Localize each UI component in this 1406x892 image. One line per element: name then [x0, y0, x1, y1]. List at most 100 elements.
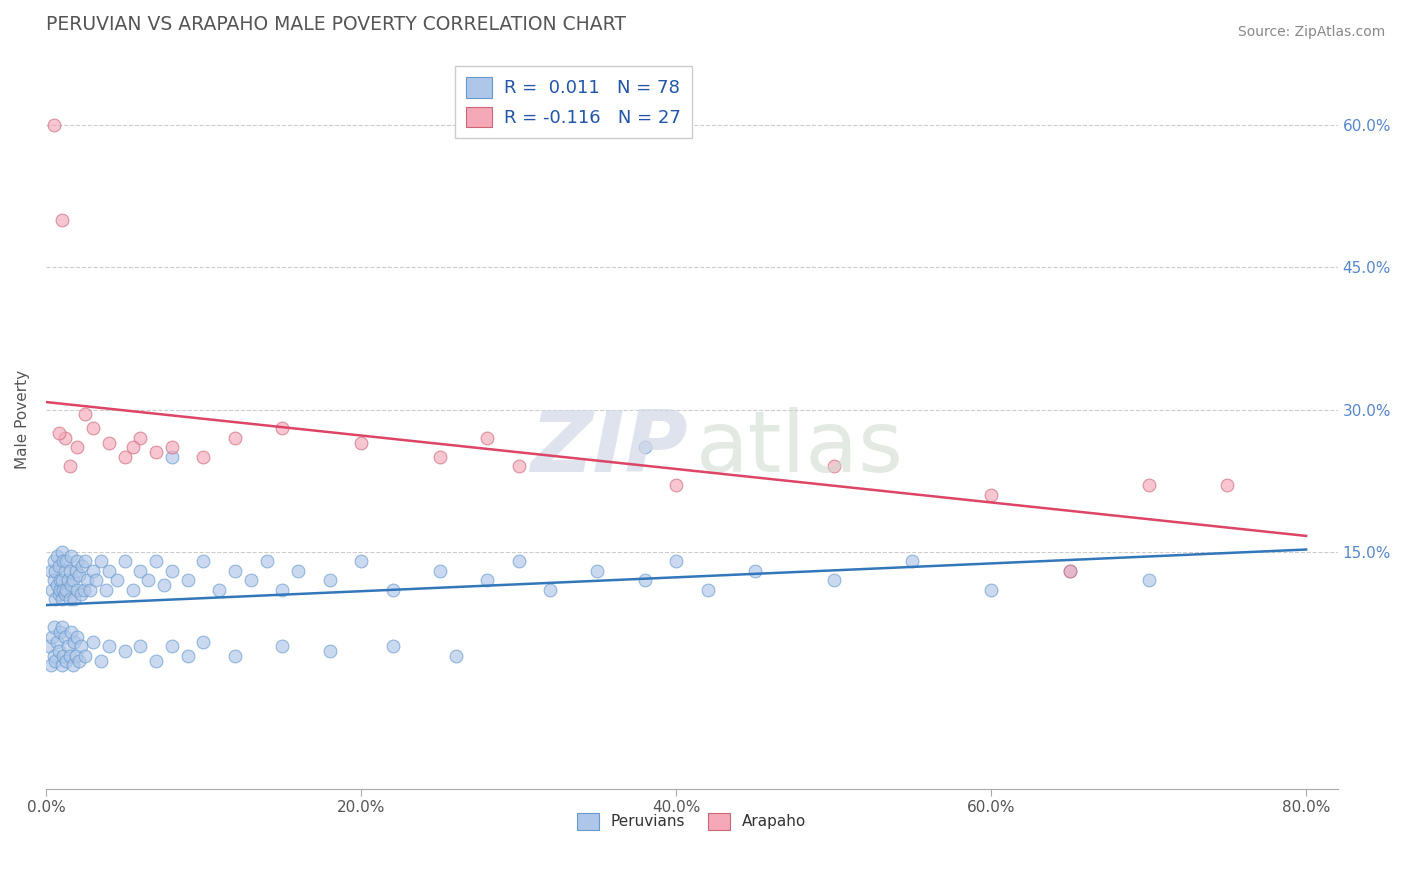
Point [121, 582, 143, 597]
Point [59, 648, 82, 663]
Text: ZIP: ZIP [530, 407, 688, 490]
Point [193, 634, 215, 648]
Point [66, 554, 89, 568]
Point [86, 573, 108, 587]
Point [56, 640, 79, 654]
Point [42, 648, 65, 663]
Point [114, 554, 136, 568]
Point [145, 445, 167, 459]
Point [70, 558, 93, 573]
Point [823, 573, 845, 587]
Point [76, 573, 98, 587]
Point [901, 554, 924, 568]
Point [160, 441, 183, 455]
Point [129, 640, 152, 654]
Point [44, 564, 66, 578]
Point [121, 441, 143, 455]
Point [318, 644, 340, 658]
Point [665, 554, 688, 568]
Point [73, 582, 96, 597]
Point [42, 554, 65, 568]
Point [1059, 564, 1081, 578]
Point [193, 554, 215, 568]
Point [51, 620, 73, 634]
Point [475, 573, 498, 587]
Point [82, 564, 104, 578]
Point [224, 431, 246, 445]
Point [177, 648, 200, 663]
Point [44, 654, 66, 668]
Y-axis label: Male Poverty: Male Poverty [15, 369, 30, 468]
Point [62, 573, 84, 587]
Point [48, 644, 70, 658]
Point [49, 582, 72, 597]
Point [94, 582, 117, 597]
Point [105, 573, 128, 587]
Point [744, 564, 766, 578]
Point [46, 549, 69, 564]
Point [51, 573, 73, 587]
Point [145, 654, 167, 668]
Text: atlas: atlas [696, 407, 904, 490]
Point [138, 573, 160, 587]
Point [980, 582, 1002, 597]
Point [41, 630, 63, 644]
Point [271, 582, 294, 597]
Point [69, 640, 91, 654]
Point [98, 564, 121, 578]
Point [48, 558, 70, 573]
Point [60, 549, 83, 564]
Point [52, 582, 75, 597]
Point [98, 435, 121, 450]
Point [66, 582, 89, 597]
Point [51, 544, 73, 558]
Point [46, 578, 69, 592]
Point [65, 648, 87, 663]
Point [59, 564, 82, 578]
Point [193, 450, 215, 464]
Point [508, 554, 530, 568]
Point [271, 640, 294, 654]
Point [51, 592, 73, 607]
Legend: Peruvians, Arapaho: Peruvians, Arapaho [571, 806, 813, 837]
Point [56, 573, 79, 587]
Point [177, 573, 200, 587]
Text: PERUVIAN VS ARAPAHO MALE POVERTY CORRELATION CHART: PERUVIAN VS ARAPAHO MALE POVERTY CORRELA… [46, 15, 626, 34]
Point [53, 431, 76, 445]
Point [538, 582, 561, 597]
Point [475, 431, 498, 445]
Point [42, 620, 65, 634]
Point [38, 640, 60, 654]
Point [350, 435, 373, 450]
Point [318, 573, 340, 587]
Point [69, 587, 91, 601]
Point [42, 573, 65, 587]
Point [224, 564, 246, 578]
Point [980, 488, 1002, 502]
Point [42, 118, 65, 132]
Point [239, 573, 262, 587]
Point [65, 564, 87, 578]
Point [823, 459, 845, 474]
Text: Source: ZipAtlas.com: Source: ZipAtlas.com [1237, 25, 1385, 39]
Point [287, 564, 309, 578]
Point [60, 625, 83, 640]
Point [51, 658, 73, 673]
Point [59, 592, 82, 607]
Point [46, 634, 69, 648]
Point [508, 459, 530, 474]
Point [129, 564, 152, 578]
Point [429, 564, 451, 578]
Point [633, 573, 655, 587]
Point [66, 441, 89, 455]
Point [48, 587, 70, 601]
Point [98, 640, 121, 654]
Point [90, 554, 112, 568]
Point [114, 644, 136, 658]
Point [160, 640, 183, 654]
Point [55, 654, 77, 668]
Point [160, 450, 183, 464]
Point [66, 630, 89, 644]
Point [63, 592, 86, 607]
Point [55, 554, 77, 568]
